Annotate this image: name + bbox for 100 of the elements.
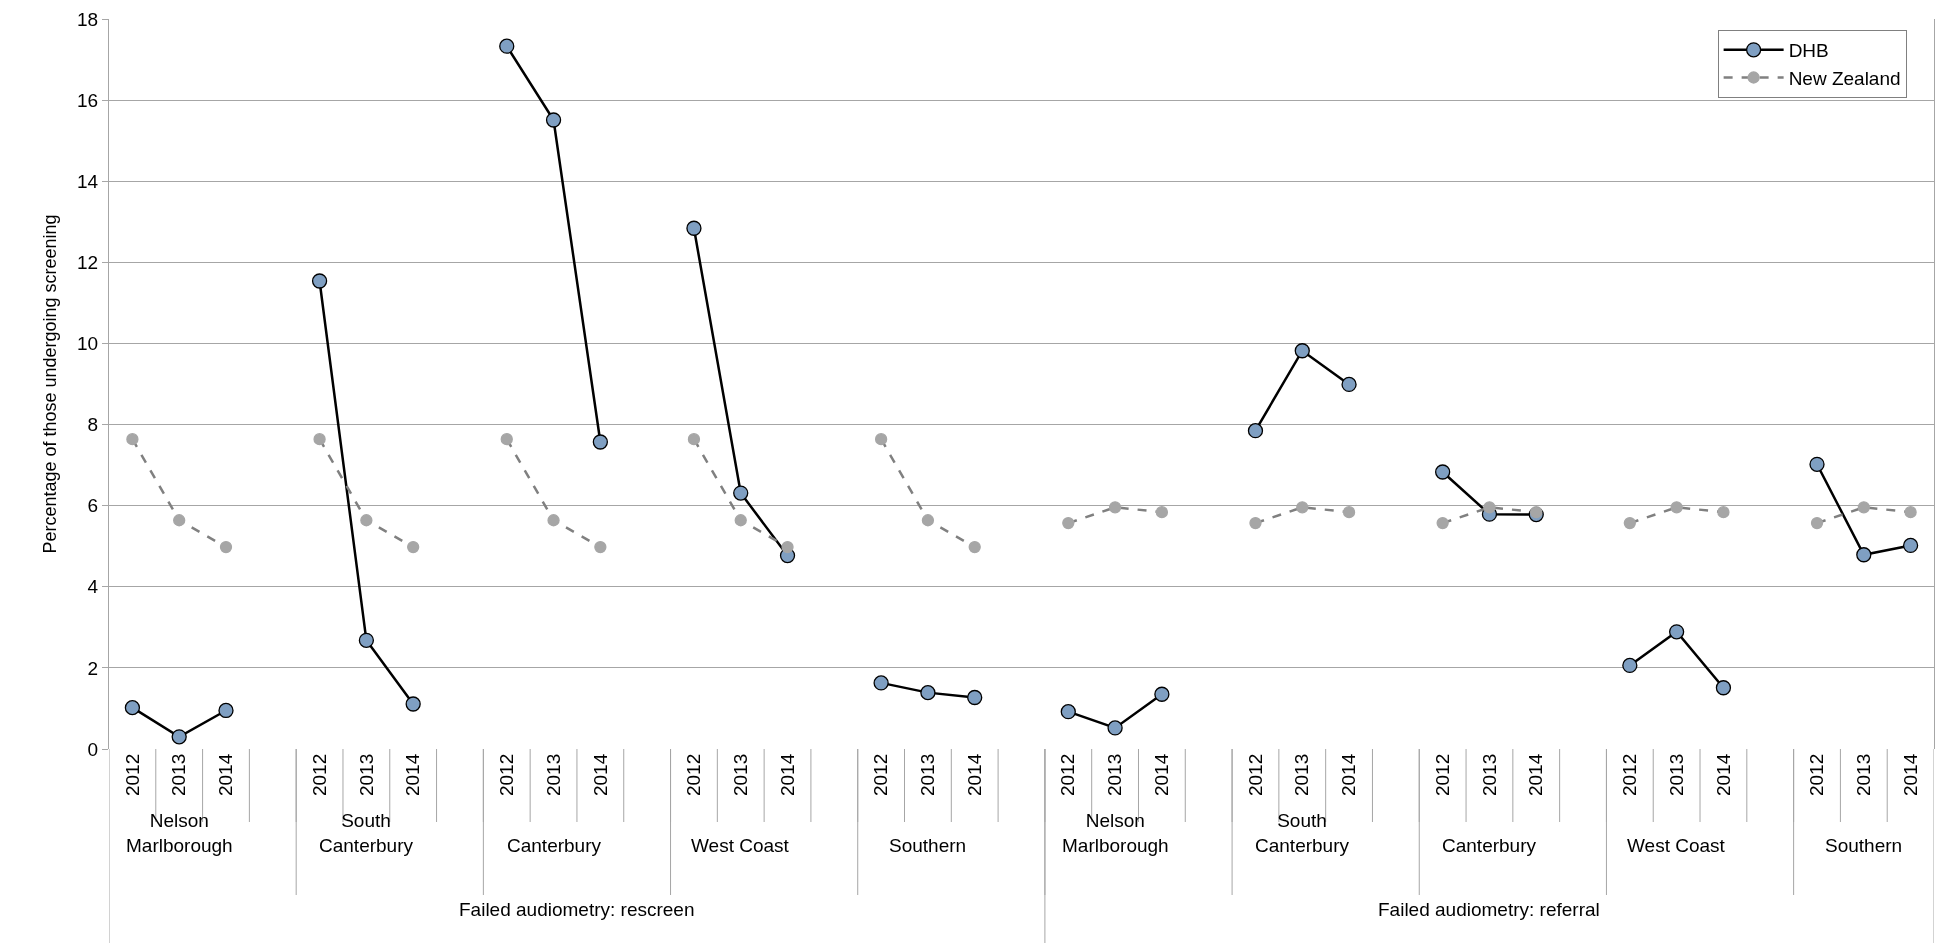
point xyxy=(873,675,889,691)
x-tick-label: 2013 xyxy=(1291,753,1313,797)
point xyxy=(313,433,326,446)
text: Failed audiometry: rescreen xyxy=(459,899,695,920)
point xyxy=(1717,506,1730,519)
y-tick-label: 4 xyxy=(87,576,99,598)
x-tick-label: 2014 xyxy=(776,753,798,797)
x-tick-label: 2013 xyxy=(917,753,939,797)
point xyxy=(500,433,513,446)
x-tick-label: 2014 xyxy=(1151,753,1173,797)
point xyxy=(1249,516,1262,530)
text: South Canterbury xyxy=(1255,810,1350,856)
point xyxy=(1622,657,1638,674)
text: West Coast xyxy=(1627,835,1726,856)
legend-label: New Zealand xyxy=(1788,67,1901,89)
text: Nelson Marlborough xyxy=(1062,810,1169,856)
text: South Canterbury xyxy=(319,810,414,856)
point xyxy=(1247,422,1264,439)
y-tick-label: 6 xyxy=(87,495,99,517)
x-tick-label: 2012 xyxy=(1806,753,1828,797)
x-tick-label: 2012 xyxy=(1431,753,1453,797)
point xyxy=(968,540,981,554)
point xyxy=(1623,516,1636,530)
point xyxy=(1296,501,1309,514)
point xyxy=(1436,516,1449,530)
text: Southern xyxy=(889,835,967,856)
x-tick-label: 2014 xyxy=(1525,753,1547,797)
point xyxy=(219,540,233,554)
x-tick-label: 2012 xyxy=(683,753,705,797)
y-tick-label: 8 xyxy=(87,414,99,436)
x-tick-label: 2012 xyxy=(1619,753,1641,797)
point xyxy=(545,112,562,128)
point xyxy=(124,699,141,716)
x-tick-label: 2014 xyxy=(589,753,611,797)
point xyxy=(686,220,702,236)
point xyxy=(360,514,373,527)
x-tick-label: 2013 xyxy=(1104,753,1126,797)
point xyxy=(1857,501,1870,514)
text: Failed audiometry: referral xyxy=(1378,899,1600,920)
text: Southern xyxy=(1825,835,1903,856)
x-tick-label: 2014 xyxy=(963,753,985,797)
text: Nelson Marlborough xyxy=(126,810,233,856)
point xyxy=(734,514,747,527)
point xyxy=(1341,376,1357,393)
x-tick-label: 2014 xyxy=(1338,753,1360,797)
point xyxy=(1294,343,1310,359)
x-tick-label: 2012 xyxy=(495,753,517,797)
x-tick-label: 2013 xyxy=(1478,753,1500,797)
y-tick-label: 14 xyxy=(77,170,99,192)
point xyxy=(1902,537,1919,554)
point xyxy=(311,273,328,289)
x-tick-label: 2013 xyxy=(1852,753,1874,797)
point xyxy=(1670,501,1683,514)
point xyxy=(1060,704,1076,720)
y-tick-label: 0 xyxy=(87,738,99,760)
point xyxy=(218,702,234,719)
x-tick-label: 2013 xyxy=(168,753,190,797)
point xyxy=(499,38,515,54)
x-tick-label: 2013 xyxy=(542,753,564,797)
point xyxy=(1904,506,1917,519)
point xyxy=(405,696,421,712)
point xyxy=(547,514,560,527)
point xyxy=(1062,516,1075,530)
point xyxy=(1108,501,1122,514)
y-axis-title: Percentage of those undergoing screening xyxy=(40,214,61,554)
point xyxy=(1155,506,1169,519)
point xyxy=(407,540,420,554)
point xyxy=(594,540,607,554)
point xyxy=(592,434,608,450)
x-tick-label: 2013 xyxy=(355,753,377,797)
point xyxy=(920,684,936,701)
point xyxy=(1668,624,1685,640)
y-tick-label: 16 xyxy=(77,89,99,111)
legend-label: DHB xyxy=(1788,40,1829,62)
text: Canterbury xyxy=(1442,835,1537,856)
point xyxy=(967,689,983,706)
point xyxy=(921,514,935,527)
point xyxy=(1483,501,1496,514)
x-tick-label: 2012 xyxy=(308,753,330,797)
x-tick-label: 2012 xyxy=(1057,753,1079,797)
point xyxy=(173,514,186,527)
x-tick-label: 2012 xyxy=(870,753,892,797)
point xyxy=(1530,506,1543,519)
point xyxy=(733,485,749,501)
x-tick-label: 2013 xyxy=(1665,753,1687,797)
point xyxy=(1856,547,1872,563)
y-tick-label: 2 xyxy=(87,657,99,679)
point xyxy=(1107,720,1123,736)
x-tick-label: 2014 xyxy=(1899,753,1921,797)
x-tick-label: 2014 xyxy=(402,753,424,797)
y-tick-label: 18 xyxy=(77,8,99,30)
x-tick-label: 2014 xyxy=(1712,753,1734,797)
point xyxy=(126,433,139,446)
point xyxy=(358,632,375,648)
text: West Coast xyxy=(691,835,790,856)
y-tick-label: 12 xyxy=(77,251,99,273)
x-tick-label: 2012 xyxy=(1244,753,1266,797)
point xyxy=(1342,506,1356,519)
point xyxy=(1810,516,1824,530)
point xyxy=(1154,686,1170,702)
